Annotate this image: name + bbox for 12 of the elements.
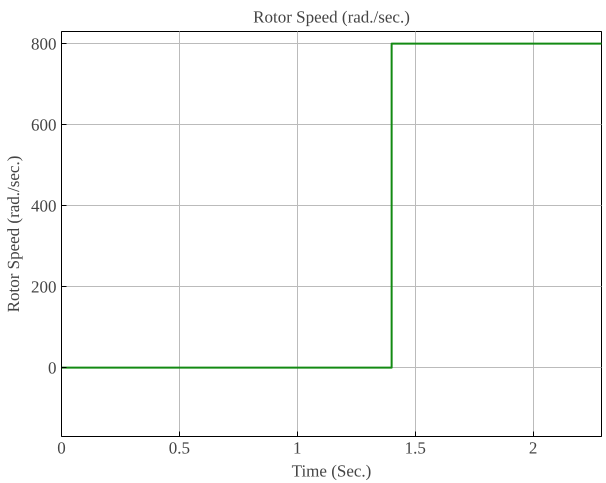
x-tick-label: 2 [528, 438, 538, 458]
x-axis-title: Time (Sec.) [292, 462, 372, 480]
y-tick-label: 0 [48, 358, 56, 378]
y-tick-label: 200 [31, 278, 56, 297]
x-tick-label: 0.5 [168, 438, 190, 458]
chart-title: Rotor Speed (rad./sec.) [253, 8, 410, 26]
y-tick-label: 800 [31, 34, 56, 54]
x-tick-label: 1.5 [404, 438, 426, 458]
y-tick-label: 400 [31, 196, 56, 216]
x-tick-label: 1 [293, 438, 302, 458]
y-axis-title: Rotor Speed (rad./sec.) [4, 156, 23, 312]
y-tick-label: 600 [31, 116, 56, 135]
